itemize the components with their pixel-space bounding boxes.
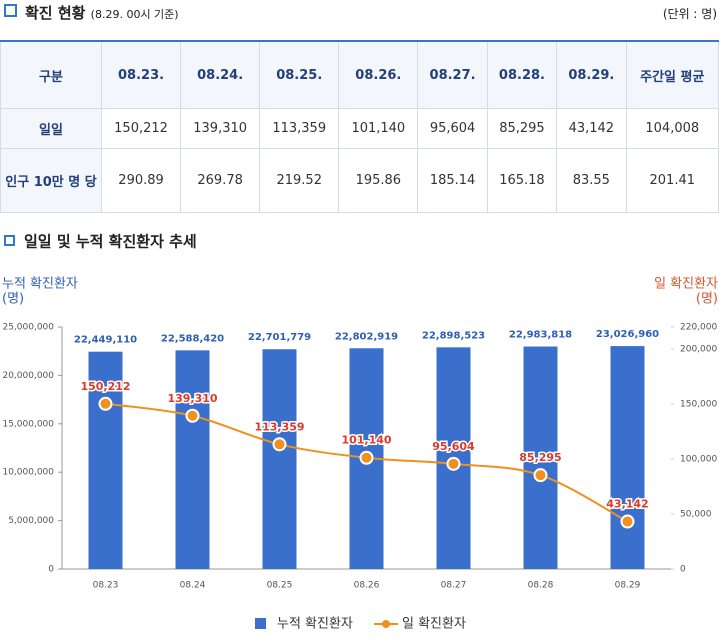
bar-label: 22,802,919 (335, 331, 398, 342)
x-tick-label: 08.25 (267, 581, 293, 591)
column-header: 구분 (0, 40, 102, 109)
point-label: 101,140 (341, 434, 391, 447)
table-cell: 인구 10만 명 당 (0, 148, 102, 213)
x-tick-label: 08.26 (354, 581, 380, 591)
y2-tick-label: 200,000 (680, 345, 717, 355)
point (98, 396, 113, 411)
column-header: 주간일 평균 (625, 40, 720, 109)
point (359, 450, 374, 465)
column-header: 08.24. (180, 40, 261, 109)
y2-axis-label: 일 확진환자 (654, 277, 718, 292)
table-cell: 104,008 (625, 108, 720, 149)
legend-swatch (255, 618, 266, 629)
column-header: 08.28. (486, 40, 558, 109)
table-row: 인구 10만 명 당 290.89 269.78 219.52 195.86 185.14… (0, 148, 720, 213)
x-tick-label: 08.29 (615, 581, 641, 591)
subtitle: (8.29. 00시 기준) (90, 8, 179, 21)
table-cell: 219.52 (259, 148, 340, 213)
bar-label: 23,026,960 (596, 329, 659, 340)
point (446, 456, 461, 471)
chart-title: 일일 및 누적 확진환자 추세 (24, 233, 197, 251)
column-header: 08.25. (259, 40, 340, 109)
bar-label: 22,449,110 (74, 335, 137, 346)
section-icon (4, 235, 15, 246)
column-header: 08.26. (338, 40, 419, 109)
table-cell: 85,295 (486, 108, 558, 149)
x-tick-label: 08.27 (441, 581, 467, 591)
y-tick-label: 20,000,000 (2, 371, 54, 381)
title-text: 확진 현황 (25, 4, 86, 22)
header-title: 확진 현황 (8.29. 00시 기준) (4, 2, 179, 23)
bar (88, 351, 123, 569)
table-cell: 185.14 (417, 148, 488, 213)
bar (523, 346, 558, 569)
y-axis-unit: (명) (2, 292, 24, 307)
bar (262, 349, 297, 569)
table-cell: 83.55 (556, 148, 627, 213)
y2-tick-label: 100,000 (680, 455, 717, 465)
bar-label: 22,983,818 (509, 330, 572, 341)
x-tick-label: 08.24 (180, 581, 206, 591)
point (533, 468, 548, 483)
y-tick-label: 10,000,000 (2, 468, 54, 478)
unit: (단위 : 명) (662, 7, 717, 21)
table-cell: 195.86 (338, 148, 419, 213)
point (185, 408, 200, 423)
point-label: 139,310 (167, 392, 217, 405)
column-header: 08.29. (556, 40, 627, 109)
point-label: 113,359 (254, 420, 304, 433)
x-tick-label: 08.28 (528, 581, 554, 591)
y-tick-label: 15,000,000 (2, 419, 54, 429)
y2-tick-label: 150,000 (680, 400, 717, 410)
x-tick-label: 08.23 (93, 581, 119, 591)
legend-label: 누적 확진환자 (277, 617, 353, 632)
y-tick-label: 0 (48, 565, 54, 575)
bar (175, 350, 210, 569)
y2-tick-label: 0 (680, 565, 686, 575)
table-cell: 201.41 (625, 148, 720, 213)
y2-tick-label: 220,000 (680, 323, 717, 333)
bar-label: 22,701,779 (248, 332, 311, 343)
y2-tick-label: 50,000 (680, 510, 712, 520)
table-cell: 101,140 (338, 108, 419, 149)
table-cell: 95,604 (417, 108, 488, 149)
table-cell: 일일 (0, 108, 102, 149)
summary-table: 구분 08.23. 08.24. 08.25. 08.26. 08.27. 08.28. 08… (0, 40, 720, 213)
point-label: 85,295 (519, 451, 561, 464)
table-cell: 290.89 (100, 148, 182, 213)
point-label: 43,142 (606, 498, 648, 511)
y2-axis-unit: (명) (696, 292, 718, 307)
table-cell: 269.78 (180, 148, 261, 213)
point-label: 95,604 (432, 440, 475, 453)
y-axis-label: 누적 확진환자 (2, 277, 78, 292)
legend-label: 일 확진환자 (402, 617, 466, 632)
bar (610, 346, 645, 569)
table-row: 일일 150,212 139,310 113,359 101,140 95,604 85,2… (0, 108, 720, 149)
table-cell: 43,142 (556, 108, 627, 149)
column-header: 08.27. (417, 40, 488, 109)
bar-label: 22,588,420 (161, 333, 224, 344)
point (272, 437, 287, 452)
point-label: 150,212 (80, 380, 130, 393)
column-header: 08.23. (100, 40, 182, 109)
point (620, 514, 635, 529)
bar-label: 22,898,523 (422, 330, 485, 341)
y-tick-label: 25,000,000 (2, 323, 54, 333)
legend-swatch (382, 620, 390, 628)
y-tick-label: 5,000,000 (8, 516, 54, 526)
